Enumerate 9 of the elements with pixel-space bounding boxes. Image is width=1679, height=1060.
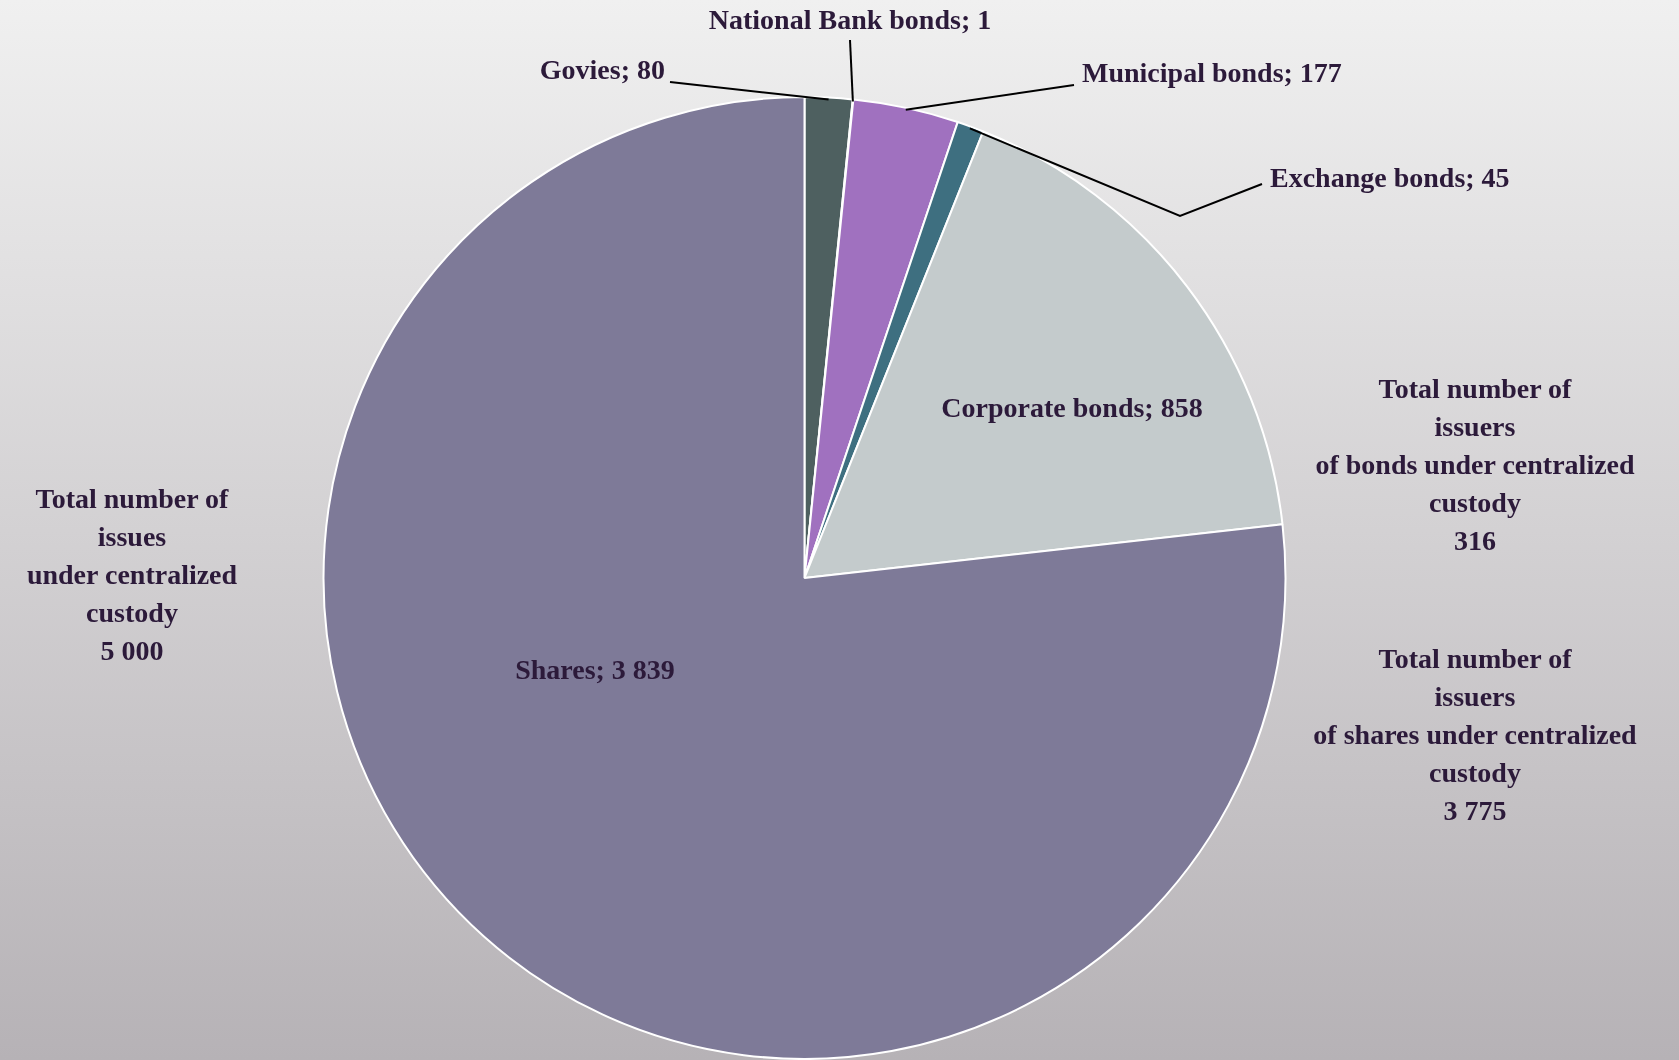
slice-label: Municipal bonds; 177 bbox=[1082, 57, 1342, 89]
slice-label: National Bank bonds; 1 bbox=[708, 4, 992, 36]
text: Total number of issuers of shares under centralized custody 3 775 bbox=[1313, 642, 1637, 828]
slice-label: Corporate bonds; 858 bbox=[941, 392, 1203, 424]
text: Total number of issues under centralized custody 5 000 bbox=[26, 482, 238, 668]
slice-label: Govies; 80 bbox=[539, 54, 666, 86]
slice-label: Exchange bonds; 45 bbox=[1270, 162, 1510, 194]
text: Total number of issuers of bonds under centralized custody 316 bbox=[1315, 372, 1635, 558]
slice-label: Shares; 3 839 bbox=[515, 654, 675, 686]
